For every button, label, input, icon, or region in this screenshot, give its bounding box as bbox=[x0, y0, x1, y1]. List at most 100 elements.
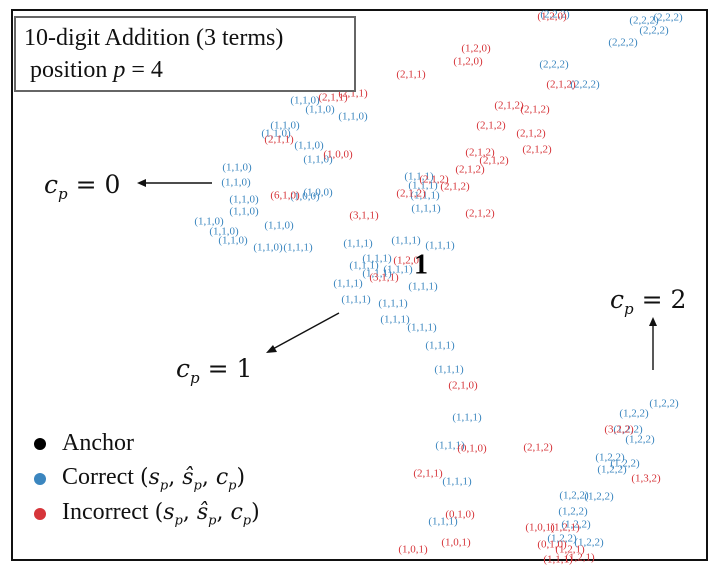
correct-point-label: (1,1,1) bbox=[408, 281, 438, 293]
incorrect-point-label: (1,3,2) bbox=[631, 473, 661, 485]
correct-point-label: (1,1,1) bbox=[435, 440, 465, 452]
correct-point-label: (1,1,1) bbox=[333, 278, 363, 290]
incorrect-point-label: (1,0,1) bbox=[525, 522, 555, 534]
plot-frame bbox=[11, 9, 708, 561]
correct-point-label: (1,1,1) bbox=[407, 322, 437, 334]
incorrect-point-label: (2,1,2) bbox=[479, 155, 509, 167]
correct-point-label: (1,1,1) bbox=[283, 242, 313, 254]
cp1-arrowhead bbox=[266, 345, 277, 353]
incorrect-point-label: (3,1,1) bbox=[369, 272, 399, 284]
correct-point-label: (1,1,1) bbox=[425, 240, 455, 252]
correct-point-label: (1,1,0) bbox=[294, 140, 324, 152]
chart-title-line1: 10-digit Addition (3 terms) bbox=[24, 25, 284, 51]
incorrect-point-label: (1,2,0) bbox=[461, 43, 491, 55]
legend-item-incorrect: Incorrect (sp, ŝp, cp) bbox=[34, 496, 260, 531]
incorrect-point-label: (2,1,2) bbox=[516, 128, 546, 140]
incorrect-point-label: (2,1,2) bbox=[476, 120, 506, 132]
legend-item-correct: Correct (sp, ŝp, cp) bbox=[34, 461, 260, 496]
position-variable: p bbox=[113, 57, 126, 83]
correct-point-label: (1,1,1) bbox=[341, 294, 371, 306]
incorrect-point-label: (0,1,0) bbox=[457, 443, 487, 455]
correct-point-label: (1,1,1) bbox=[410, 190, 440, 202]
correct-point-label: (1,2,2) bbox=[574, 537, 604, 549]
points-layer: (2,2,2) (2,2,2)(2,2,2)(2,2,2)(2,2,2)(2,2,… bbox=[194, 9, 683, 566]
legend-item-anchor: Anchor bbox=[34, 426, 260, 461]
incorrect-point-label: (3,1,1) bbox=[349, 210, 379, 222]
legend-label-anchor: Anchor bbox=[62, 430, 134, 456]
cp2-annotation: cp = 2 bbox=[610, 285, 686, 370]
incorrect-point-label: (0,1,0) bbox=[537, 539, 567, 551]
correct-point-label: (1,1,0) bbox=[305, 104, 335, 116]
correct-point-label: (1,1,1) bbox=[408, 180, 438, 192]
cp0-label: cp = 0 bbox=[44, 170, 120, 203]
correct-point-label: (1,2,2) bbox=[649, 398, 679, 410]
correct-point-label: (1,0,0) bbox=[290, 191, 320, 203]
chart-title-box: 10-digit Addition (3 terms) position p =… bbox=[14, 16, 356, 92]
correct-point-label: (1,1,0) bbox=[229, 206, 259, 218]
correct-point-label: (1,1,0) bbox=[222, 162, 252, 174]
incorrect-point-label: (6,1,0) bbox=[270, 190, 300, 202]
incorrect-point-label: (1,1,1) bbox=[543, 554, 573, 566]
incorrect-point-label: (0,1,0) bbox=[445, 509, 475, 521]
incorrect-point-label: (1,2,0) bbox=[537, 11, 567, 23]
correct-point-label: (2,2,2) bbox=[629, 15, 659, 27]
correct-point-label: (1,2,2) bbox=[547, 533, 577, 545]
correct-point-label: (1,1,0) bbox=[290, 95, 320, 107]
cp1-arrow-shaft bbox=[270, 312, 340, 351]
cp1-label: cp = 1 bbox=[176, 354, 252, 387]
correct-point-label: (1,1,1) bbox=[362, 253, 392, 265]
incorrect-point-label: (2,1,2) bbox=[522, 144, 552, 156]
incorrect-point-label: (1,0,1) bbox=[441, 537, 471, 549]
correct-point-label: (1,2,2) bbox=[595, 452, 625, 464]
correct-point-label: (1,2,2) bbox=[610, 458, 640, 470]
correct-point-label: (1,1,1) bbox=[452, 412, 482, 424]
correct-point-label: (1,1,1) bbox=[391, 235, 421, 247]
incorrect-point-label: (1,2,1) bbox=[550, 522, 580, 534]
correct-point-label: (1,2,2) bbox=[558, 506, 588, 518]
correct-point-label: (1,1,0) bbox=[270, 120, 300, 132]
legend-marker-anchor bbox=[34, 437, 46, 450]
legend: Anchor Correct (sp, ŝp, cp) Incorrect (s… bbox=[34, 426, 260, 531]
incorrect-point-label: (2,1,2) bbox=[465, 147, 495, 159]
correct-point-label: (1,1,0) bbox=[218, 235, 248, 247]
correct-point-label: (1,1,1) bbox=[378, 298, 408, 310]
correct-point-label: (1,2,2) bbox=[625, 434, 655, 446]
correct-point-label: (1,1,1) bbox=[343, 238, 373, 250]
cp0-arrowhead bbox=[137, 179, 146, 187]
legend-label-incorrect: Incorrect (sp, ŝp, cp) bbox=[62, 498, 260, 529]
anchor-point-label: 1 bbox=[414, 249, 428, 280]
incorrect-point-label: (2,1,1) bbox=[318, 92, 348, 104]
correct-point-label: (1,1,0) bbox=[303, 154, 333, 166]
correct-point-label: (2,2,2) bbox=[653, 12, 683, 24]
incorrect-point-label: (2,1,0) bbox=[448, 380, 478, 392]
cp2-label: cp = 2 bbox=[610, 285, 686, 318]
legend-marker-incorrect bbox=[34, 507, 46, 520]
correct-point-label: (1,1,1) bbox=[434, 364, 464, 376]
correct-point-label: (1,1,1) bbox=[362, 268, 392, 280]
incorrect-point-label: (2,1,2) bbox=[520, 104, 550, 116]
incorrect-point-label: (2,1,2) bbox=[523, 442, 553, 454]
correct-point-label: (1,2,2) bbox=[619, 408, 649, 420]
correct-point-label: (1,1,1) bbox=[428, 516, 458, 528]
correct-point-label: (2,2,2) bbox=[540, 9, 570, 21]
incorrect-point-label: (1,0,1) bbox=[398, 544, 428, 556]
correct-point-label: (1,1,1) bbox=[380, 314, 410, 326]
correct-point-label: (2,2,2) bbox=[570, 79, 600, 91]
correct-point-label: (1,1,0) bbox=[209, 226, 239, 238]
correct-point-label: (1,1,0) bbox=[229, 194, 259, 206]
correct-point-label: (1,1,0) bbox=[264, 220, 294, 232]
incorrect-point-label: (1,2,1) bbox=[555, 544, 585, 556]
cp0-annotation: cp = 0 bbox=[44, 170, 212, 203]
correct-point-label: (1,2,2) bbox=[584, 491, 614, 503]
correct-point-label: (1,1,1) bbox=[383, 264, 413, 276]
correct-point-label: (1,2,2) bbox=[561, 519, 591, 531]
incorrect-point-label: (2,1,2) bbox=[455, 164, 485, 176]
incorrect-point-label: (2,1,2) bbox=[440, 181, 470, 193]
incorrect-point-label: (2,1,1) bbox=[396, 69, 426, 81]
incorrect-point-label: (1,2,0) bbox=[393, 255, 423, 267]
correct-point-label: (1,1,1) bbox=[425, 340, 455, 352]
incorrect-point-label: (1,0,0) bbox=[323, 149, 353, 161]
chart-title-line2: position p = 4 bbox=[30, 57, 163, 83]
